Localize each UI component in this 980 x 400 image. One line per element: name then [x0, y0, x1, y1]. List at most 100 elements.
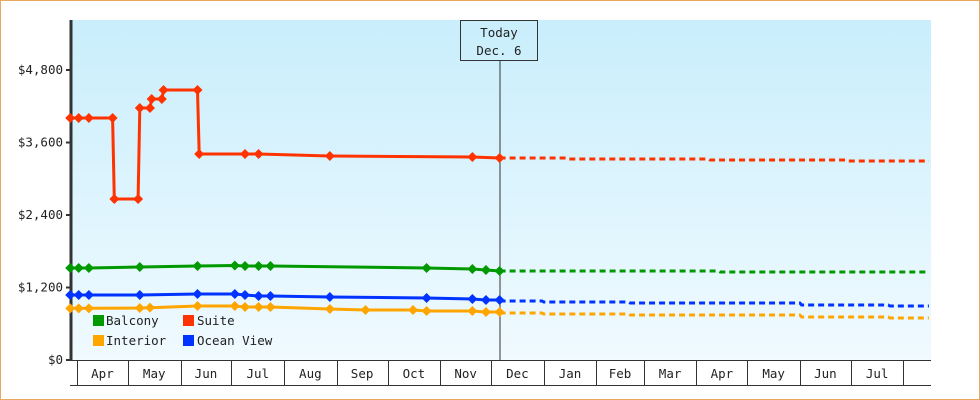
data-point-ocean-view [421, 293, 432, 304]
data-point-balcony [240, 260, 251, 271]
series-line-ocean-view [70, 292, 500, 302]
data-point-ocean-view [480, 295, 491, 306]
x-tick-label: Nov [454, 366, 477, 381]
data-point-interior [324, 304, 335, 315]
legend-swatch-ocean-view [183, 335, 194, 346]
data-point-suite [240, 148, 251, 159]
data-point-ocean-view [467, 293, 478, 304]
data-point-balcony [83, 262, 94, 273]
data-point-interior [265, 301, 276, 312]
legend-swatch-suite [183, 315, 194, 326]
data-point-suite [494, 153, 505, 164]
data-point-interior [467, 306, 478, 317]
data-point-balcony [467, 264, 478, 275]
data-point-suite [156, 94, 167, 104]
today-date: Dec. 6 [476, 43, 521, 58]
data-point-interior [83, 303, 94, 314]
x-tick-label: Oct [403, 366, 426, 381]
legend-label-interior: Interior [106, 333, 167, 348]
data-point-interior [134, 302, 145, 313]
data-point-suite [467, 152, 478, 162]
data-point-interior [421, 306, 432, 317]
data-point-ocean-view [494, 295, 505, 306]
data-point-balcony [65, 262, 76, 273]
data-point-suite [83, 112, 94, 123]
x-tick-label: Apr [91, 366, 114, 381]
data-point-suite [65, 112, 76, 123]
data-point-ocean-view [65, 289, 76, 300]
data-point-balcony [229, 260, 240, 271]
x-tick-label: Jul [866, 366, 889, 381]
x-tick-label: Feb [609, 366, 632, 381]
data-point-suite [73, 112, 84, 123]
legend-swatch-interior [93, 335, 104, 346]
y-tick-label: $2,400 [18, 207, 63, 222]
plot-area [72, 20, 931, 360]
data-point-ocean-view [324, 291, 335, 302]
forecast-line-ocean-view [499, 299, 929, 308]
data-point-ocean-view [192, 289, 203, 300]
data-point-balcony [265, 260, 276, 271]
data-point-balcony [494, 266, 505, 277]
x-tick-label: Sep [351, 366, 374, 381]
data-point-interior [65, 303, 76, 314]
data-point-balcony [253, 260, 264, 271]
data-point-interior [144, 302, 155, 313]
data-point-balcony [421, 262, 432, 273]
series-group [65, 84, 929, 320]
data-point-ocean-view [240, 289, 251, 300]
y-tick-label: $1,200 [18, 280, 63, 295]
data-point-ocean-view [253, 291, 264, 302]
data-point-interior [253, 301, 264, 312]
data-point-suite [253, 148, 264, 159]
x-tick-label: Jul [246, 366, 269, 381]
data-point-ocean-view [265, 291, 276, 302]
data-point-interior [192, 300, 203, 311]
data-point-balcony [192, 260, 203, 271]
today-label: Today [480, 25, 518, 40]
x-tick-label: Apr [711, 366, 734, 381]
x-axis: Apr May Jun Jul Aug Sep Oct Nov Dec Jan Feb Mar Apr M… [70, 360, 931, 386]
data-point-interior [229, 300, 240, 311]
data-point-interior [480, 306, 491, 317]
y-tick-label: $0 [48, 352, 63, 367]
forecast-line-interior [499, 311, 929, 320]
data-point-suite [192, 84, 203, 95]
data-point-ocean-view [83, 289, 94, 300]
data-point-suite [107, 112, 118, 123]
x-tick-label: May [762, 366, 785, 381]
legend-label-suite: Suite [197, 313, 235, 328]
x-tick-label: Aug [299, 366, 322, 381]
y-tick-label: $3,600 [18, 135, 63, 150]
forecast-line-balcony [499, 269, 929, 274]
data-point-suite [109, 193, 120, 204]
x-tick-label: Dec [506, 366, 529, 381]
legend-label-ocean-view: Ocean View [197, 333, 273, 348]
x-tick-label: Jun [814, 366, 837, 381]
data-point-balcony [134, 262, 145, 273]
data-point-suite [144, 103, 155, 114]
data-point-ocean-view [73, 289, 84, 300]
y-tick-label: $4,800 [18, 62, 63, 77]
data-point-ocean-view [229, 289, 240, 300]
data-point-suite [146, 94, 157, 104]
data-point-suite [158, 84, 169, 95]
x-tick-label: Jan [559, 366, 582, 381]
data-point-interior [408, 304, 419, 315]
data-point-interior [240, 301, 251, 312]
data-point-balcony [480, 264, 491, 275]
data-point-interior [494, 306, 505, 317]
data-point-suite [324, 150, 335, 161]
x-tick-label: May [143, 366, 166, 381]
data-point-ocean-view [134, 289, 145, 300]
x-tick-label: Jun [195, 366, 218, 381]
data-point-suite [194, 148, 205, 159]
x-tick-label: Mar [659, 366, 682, 381]
legend-label-balcony: Balcony [106, 313, 159, 328]
today-box [460, 20, 538, 61]
data-point-suite [134, 103, 145, 114]
data-point-interior [73, 303, 84, 314]
legend: Balcony Suite Interior Ocean View [93, 313, 273, 348]
